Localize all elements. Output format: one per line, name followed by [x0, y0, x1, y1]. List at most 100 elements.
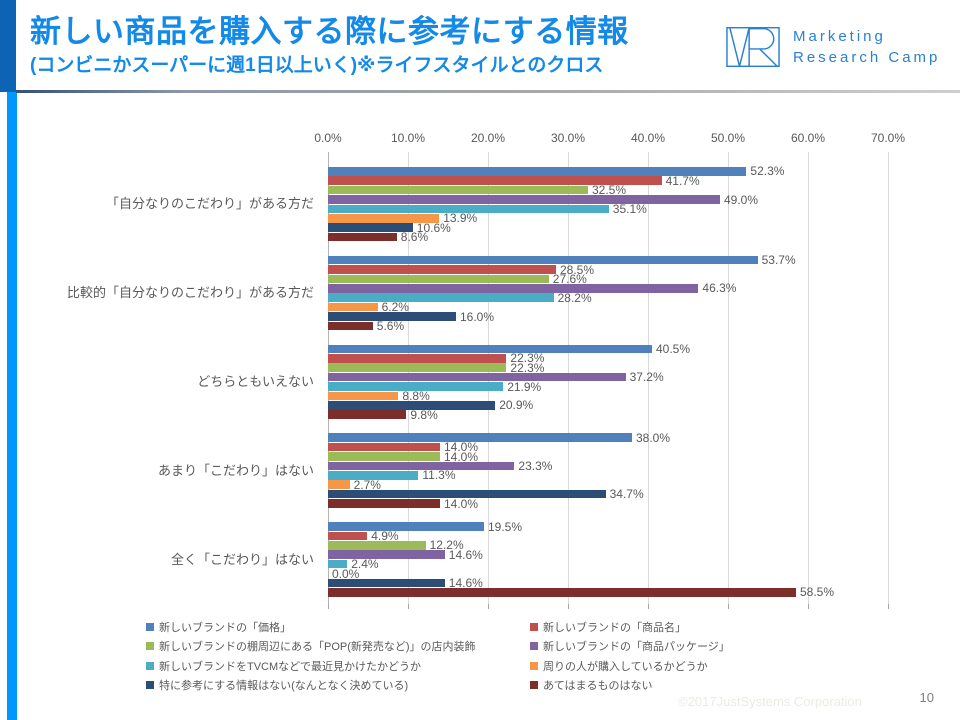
- left-accent-stripe: [7, 92, 17, 720]
- axis-tick: [328, 604, 329, 609]
- bar: [328, 499, 440, 508]
- bar: [328, 293, 554, 302]
- axis-tick: [808, 604, 809, 609]
- bar-value-label: 38.0%: [636, 430, 671, 445]
- category-label: あまり「こだわり」はない: [157, 462, 314, 478]
- bar-value-label: 52.3%: [750, 164, 785, 179]
- bar-value-label: 37.2%: [629, 370, 664, 385]
- logo-text-line1: Marketing: [793, 28, 886, 45]
- bar-value-label: 23.3%: [518, 458, 553, 473]
- legend-swatch: [146, 642, 154, 651]
- logo-mark-icon: [726, 26, 780, 68]
- bar: [328, 489, 606, 499]
- bar-value-label: 35.1%: [612, 201, 647, 216]
- legend-label: 特に参考にする情報はない(なんとなく決めている): [159, 680, 409, 693]
- bar-value-label: 8.6%: [400, 230, 429, 245]
- x-axis: 0.0% 10.0% 20.0% 30.0% 40.0% 50.0% 60.0% 70.0%: [314, 131, 905, 147]
- legend-label: 新しいブランドの棚周辺にある「POP(新発売など)」の店内装飾: [159, 641, 476, 654]
- legend-item: あてはまるものはない: [530, 676, 730, 696]
- category-label: 比較的「自分なりのこだわり」がある方だ: [66, 285, 314, 301]
- bar: [328, 232, 397, 242]
- gridline: [648, 152, 649, 604]
- bar: [328, 391, 399, 401]
- bar-value-label: 14.0%: [444, 440, 479, 455]
- bar: [328, 522, 484, 531]
- bar: [328, 433, 632, 442]
- bar-value-label: 27.6%: [552, 271, 587, 286]
- bar-value-label: 2.7%: [353, 477, 381, 492]
- legend-column: 新しいブランドの「価格」新しいブランドの棚周辺にある「POP(新発売など)」の店…: [146, 617, 476, 695]
- bar-value-label: 49.0%: [724, 192, 759, 207]
- bar-value-label: 6.2%: [381, 300, 409, 315]
- legend-column: 新しいブランドの「商品名」新しいブランドの「商品パッケージ」周りの人が購入してい…: [530, 617, 730, 695]
- bar: [328, 302, 378, 312]
- gridline: [728, 152, 729, 604]
- bar: [328, 588, 796, 597]
- bar: [328, 471, 419, 480]
- category-label: 全く「こだわり」はない: [170, 551, 314, 567]
- legend-label: 新しいブランドの「価格」: [159, 621, 291, 634]
- bar-value-label: 20.9%: [499, 398, 534, 413]
- bar: [328, 559, 348, 569]
- category-label: どちらともいえない: [197, 374, 314, 389]
- bar-value-label: 5.6%: [376, 318, 405, 333]
- bar-value-label: 58.5%: [800, 585, 835, 600]
- bar-value-label: 14.6%: [448, 547, 483, 562]
- bar: [328, 312, 456, 321]
- copyright: ©2017JustSystems Corporation: [678, 694, 862, 709]
- bar: [328, 185, 588, 195]
- axis-tick: [488, 604, 489, 609]
- bar: [328, 541, 426, 550]
- bar-value-label: 28.5%: [560, 262, 595, 277]
- bar: [328, 550, 445, 559]
- bar-value-label: 16.0%: [460, 309, 495, 324]
- page-number: 10: [919, 690, 934, 705]
- bar: [328, 442, 440, 452]
- axis-tick: [728, 604, 729, 609]
- bar: [328, 578, 445, 588]
- bar: [328, 274, 549, 284]
- bar: [328, 461, 515, 471]
- category-axis: 「自分なりのこだわり」がある方だ 比較的「自分なりのこだわり」がある方だ どちらとも…: [0, 160, 314, 604]
- bar: [328, 265, 556, 274]
- axis-tick: [648, 604, 649, 609]
- bar-value-label: 9.8%: [410, 407, 438, 422]
- x-tick-label: 0.0%: [314, 131, 342, 145]
- bar-value-label: 2.4%: [351, 557, 379, 572]
- legend-item: 周りの人が購入しているかどうか: [530, 656, 730, 676]
- header-divider: [16, 90, 960, 93]
- legend-label: 新しいブランドの「商品パッケージ」: [543, 641, 730, 654]
- chart-legend: 新しいブランドの「価格」新しいブランドの棚周辺にある「POP(新発売など)」の店…: [146, 617, 936, 697]
- legend-label: 新しいブランドの「商品名」: [543, 621, 686, 634]
- page-subtitle: (コンビニかスーパーに週1日以上いく)※ライフスタイルとのクロス: [30, 55, 604, 76]
- bar: [328, 223, 413, 232]
- bar-value-label: 28.2%: [557, 290, 592, 305]
- bar: [328, 372, 626, 382]
- logo-text: Marketing Research Camp: [793, 26, 940, 68]
- bar-value-label: 10.6%: [416, 220, 451, 235]
- bar: [328, 382, 504, 391]
- bar: [328, 321, 373, 331]
- bar-value-label: 19.5%: [488, 519, 523, 534]
- bar-value-label: 22.3%: [510, 360, 545, 375]
- logo-text-line2: Research Camp: [793, 49, 941, 66]
- axis-tick: [888, 604, 889, 609]
- bar-value-label: 14.6%: [448, 575, 483, 590]
- legend-swatch: [530, 681, 538, 690]
- bar: [328, 480, 350, 489]
- bar: [328, 167, 747, 176]
- gridline: [808, 152, 809, 604]
- legend-swatch: [146, 681, 154, 690]
- header-accent-block: [0, 0, 16, 92]
- page-title: 新しい商品を購入する際に参考にする情報: [30, 14, 629, 49]
- legend-swatch: [530, 642, 538, 651]
- legend-item: 新しいブランドをTVCMなどで最近見かけたかどうか: [146, 656, 476, 676]
- legend-swatch: [530, 622, 538, 631]
- bar-value-label: 46.3%: [702, 281, 737, 296]
- gridline: [888, 152, 889, 604]
- bar: [328, 344, 652, 354]
- axis-tick: [408, 604, 409, 609]
- bar: [328, 255, 758, 265]
- x-tick-label: 10.0%: [390, 131, 426, 145]
- bar-value-label: 40.5%: [656, 341, 691, 356]
